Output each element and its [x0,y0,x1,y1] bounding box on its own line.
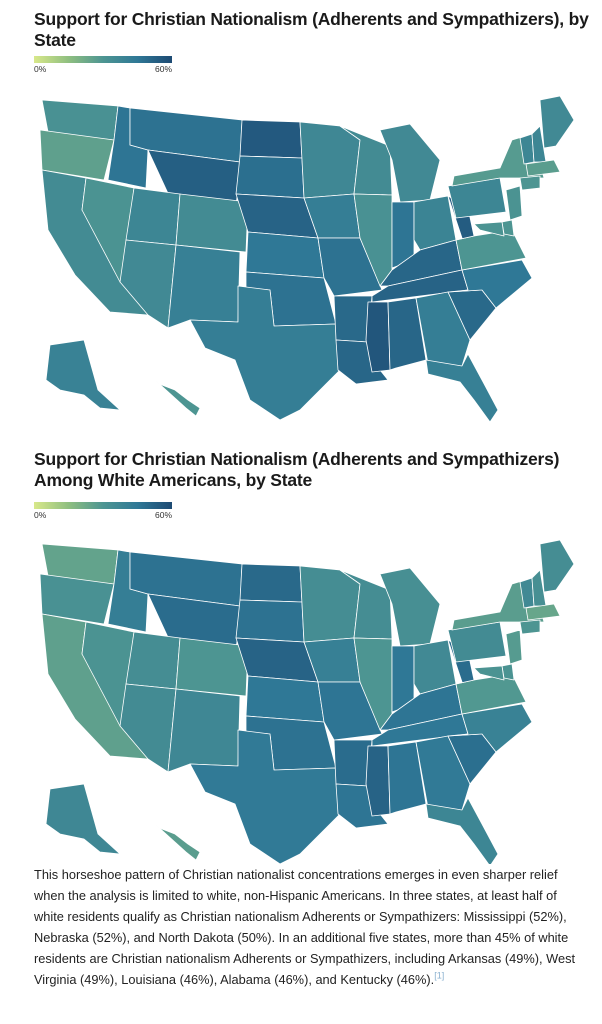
state-nd[interactable] [239,119,303,159]
state-or[interactable] [39,573,115,625]
state-sd[interactable] [235,599,305,643]
state-ma[interactable] [525,603,561,621]
state-co[interactable] [175,637,249,697]
state-fl[interactable] [425,797,499,864]
state-ks[interactable] [245,231,325,279]
state-md[interactable] [473,221,505,237]
legend-gradient [34,56,172,63]
state-ga[interactable] [415,291,471,367]
color-legend: 0% 60% [34,56,172,74]
footnote-link[interactable]: [1] [434,970,445,981]
state-sd[interactable] [235,155,305,199]
state-az[interactable] [119,239,177,329]
state-nj[interactable] [505,629,523,665]
state-nd[interactable] [239,563,303,603]
state-or[interactable] [39,129,115,181]
state-me[interactable] [539,95,575,149]
state-nm[interactable] [167,244,241,329]
us-choropleth-map [39,95,575,423]
state-ak[interactable] [45,339,121,411]
state-co[interactable] [175,193,249,253]
state-md[interactable] [473,665,505,681]
state-ut[interactable] [125,187,181,246]
analysis-paragraph: This horseshoe pattern of Christian nati… [34,864,590,990]
state-al[interactable] [387,297,427,371]
state-nm[interactable] [167,688,241,773]
state-ga[interactable] [415,735,471,811]
legend-gradient [34,502,172,509]
state-nc[interactable] [447,259,533,309]
state-ks[interactable] [245,675,325,723]
state-tx[interactable] [189,729,341,864]
state-ct[interactable] [519,175,541,191]
state-ut[interactable] [125,631,181,690]
state-ct[interactable] [519,619,541,635]
paragraph-text: This horseshoe pattern of Christian nati… [34,867,576,987]
state-hi[interactable] [154,823,201,861]
state-nc[interactable] [447,703,533,753]
legend-min-label: 0% [34,64,47,74]
map-title: Support for Christian Nationalism (Adher… [34,9,589,50]
state-me[interactable] [539,539,575,593]
us-choropleth-map-white-americans [39,539,575,864]
state-hi[interactable] [154,379,201,417]
legend-max-label: 60% [154,510,172,520]
legend-min-label: 0% [34,510,47,520]
color-legend: 0% 60% [34,502,172,520]
map-section-2: Support for Christian Nationalism (Adher… [0,440,602,864]
state-fl[interactable] [425,353,499,423]
state-nj[interactable] [505,185,523,221]
state-tx[interactable] [189,285,341,421]
map-title: Support for Christian Nationalism (Adher… [34,449,560,490]
state-ak[interactable] [45,783,121,855]
legend-max-label: 60% [154,64,172,74]
state-al[interactable] [387,741,427,815]
state-ms[interactable] [365,745,391,817]
map-section-1: Support for Christian Nationalism (Adher… [0,0,602,430]
state-ms[interactable] [365,301,391,373]
state-az[interactable] [119,683,177,773]
state-ma[interactable] [525,159,561,177]
